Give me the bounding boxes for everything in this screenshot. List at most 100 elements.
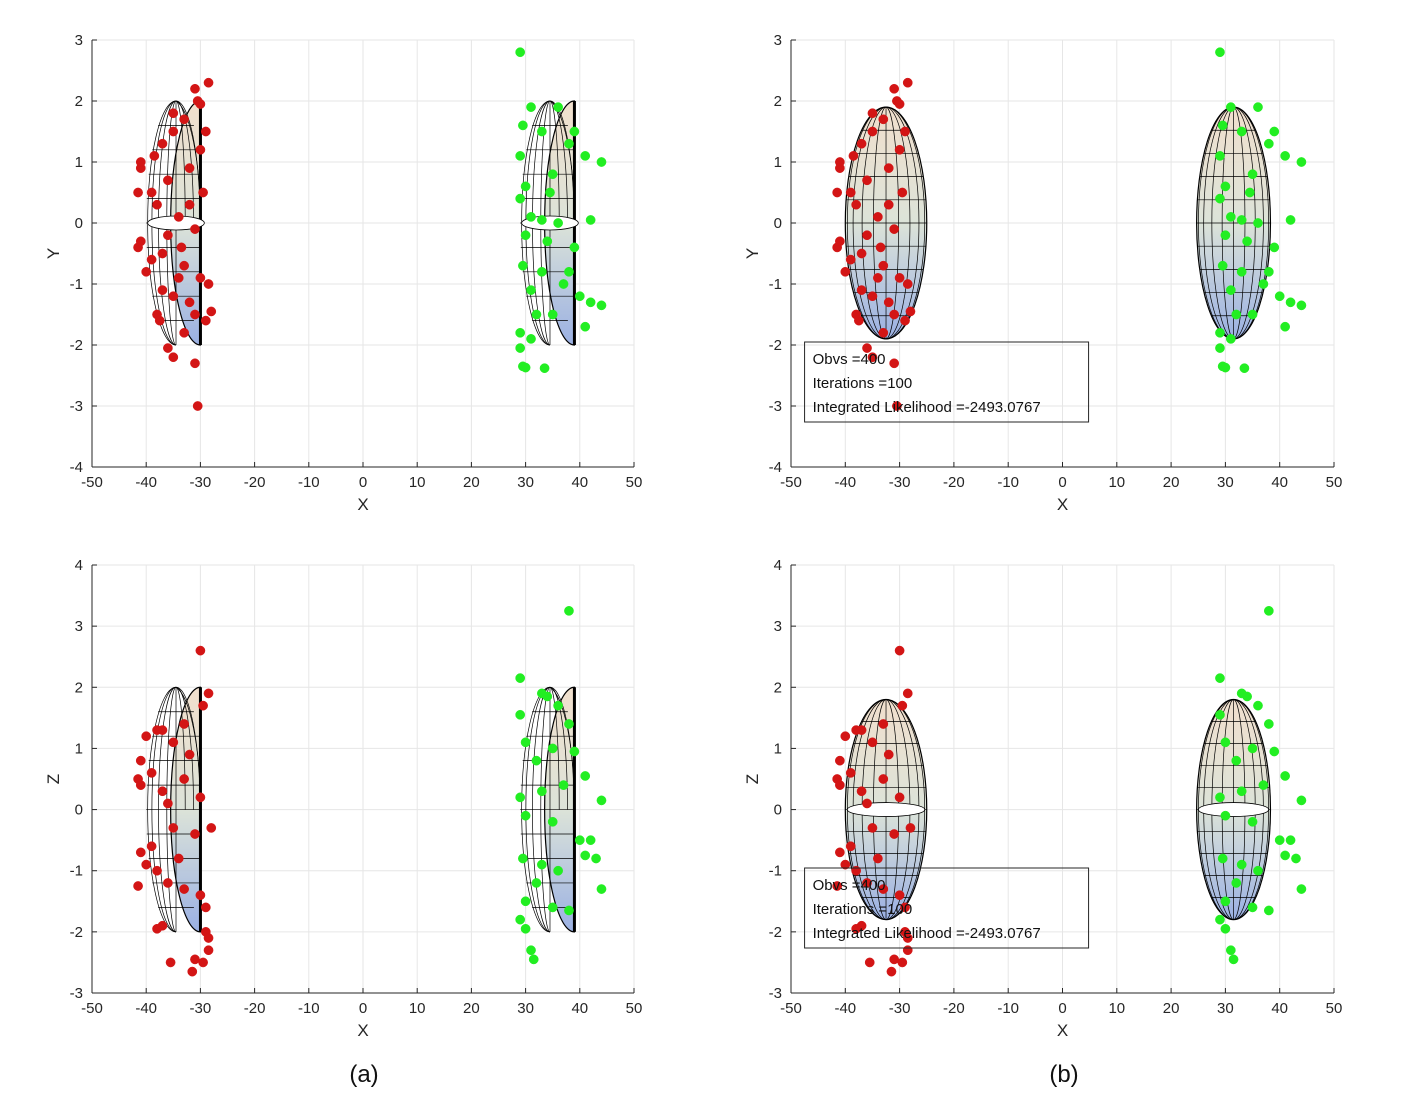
data-point: [1296, 157, 1307, 167]
ellipsoid-meridian: [175, 100, 194, 224]
data-point: [173, 853, 184, 864]
data-point: [889, 309, 900, 320]
data-point: [902, 77, 913, 88]
y-tick-label: 0: [774, 802, 782, 819]
data-point: [569, 242, 580, 253]
x-axis-label: X: [357, 495, 368, 514]
legend-entry: Obvs =400: [813, 877, 886, 894]
data-point: [152, 865, 162, 876]
data-point: [851, 865, 862, 876]
data-point: [1253, 218, 1263, 228]
data-point: [515, 193, 526, 204]
data-point: [531, 755, 542, 766]
data-point: [190, 224, 200, 234]
data-point: [176, 242, 187, 253]
data-point: [141, 266, 152, 277]
data-point: [1220, 896, 1231, 907]
y-tick-label: 2: [774, 679, 782, 696]
data-point: [1296, 795, 1307, 806]
data-point: [569, 746, 580, 757]
data-point: [873, 212, 883, 222]
x-tick-label: 40: [571, 474, 588, 491]
data-point: [179, 719, 189, 729]
data-point: [900, 315, 910, 326]
data-point: [1215, 47, 1225, 58]
data-point: [851, 725, 862, 735]
legend-border: [804, 341, 1090, 423]
data-point: [520, 810, 531, 821]
data-point: [1236, 859, 1247, 870]
data-point: [206, 823, 217, 833]
y-tick-label: -3: [70, 398, 83, 415]
data-point: [894, 99, 905, 109]
legend-entry: Iterations =100: [813, 375, 913, 392]
x-tick-label: 20: [463, 474, 480, 491]
data-point: [1247, 902, 1258, 913]
data-point: [1215, 327, 1225, 338]
legend-entry: Integrated Likelihood =-2493.0767: [813, 399, 1041, 416]
data-point: [1253, 700, 1263, 711]
panels: -50 -40 -30 -20 -10 0 10 20 30 40 50-4-3-2-10123XY…: [44, 32, 1342, 1040]
data-point: [1225, 212, 1236, 222]
data-point: [163, 878, 173, 888]
data-point: [553, 218, 563, 228]
x-tick-label: 50: [626, 1000, 643, 1017]
data-point: [537, 786, 547, 797]
data-point: [141, 731, 152, 742]
chart-b-bottom: -50 -40 -30 -20 -10 0 10 20 30 40 50-3-2-101234XZO…: [743, 557, 1342, 1040]
data-point: [862, 230, 872, 241]
x-tick-label: 0: [359, 1000, 367, 1017]
y-tick-label: 4: [75, 557, 83, 574]
series-1: [133, 645, 217, 977]
data-point: [580, 151, 591, 161]
series-2: [515, 47, 607, 374]
data-point: [526, 212, 536, 222]
y-tick-label: 1: [774, 740, 782, 757]
data-point: [564, 138, 574, 149]
data-point: [149, 151, 160, 161]
x-tick-label: -30: [889, 474, 911, 491]
data-point: [1217, 260, 1228, 271]
x-tick-label: -40: [135, 474, 157, 491]
data-point: [520, 896, 531, 907]
data-point: [902, 945, 913, 956]
x-tick-label: 10: [1108, 474, 1125, 491]
data-point: [900, 126, 910, 137]
data-point: [518, 853, 528, 864]
y-tick-label: -4: [70, 459, 83, 476]
data-point: [596, 884, 607, 894]
data-point: [515, 673, 526, 683]
data-point: [564, 719, 574, 729]
x-tick-label: 10: [1108, 1000, 1125, 1017]
data-point: [889, 954, 900, 965]
x-tick-label: 30: [517, 1000, 534, 1017]
data-point: [1280, 771, 1290, 781]
data-point: [200, 902, 211, 913]
data-point: [585, 297, 596, 308]
data-point: [1225, 945, 1236, 956]
data-point: [875, 242, 886, 253]
data-point: [596, 300, 607, 311]
data-point: [894, 890, 905, 901]
data-point: [856, 138, 867, 149]
ellipsoid-meridian: [549, 100, 560, 224]
ellipsoid-meridian: [549, 100, 568, 224]
data-point: [553, 865, 563, 876]
data-point: [902, 688, 913, 699]
legend-box: Obvs =400 Iterations =100 Integrated Likel…: [804, 341, 1090, 423]
chart-b-top: -50 -40 -30 -20 -10 0 10 20 30 40 50-4-3-2-10123XY…: [743, 32, 1342, 514]
data-point: [905, 306, 916, 317]
data-point: [564, 606, 574, 616]
data-point: [878, 774, 889, 784]
data-point: [856, 285, 867, 295]
data-point: [531, 878, 542, 888]
x-axis-label: X: [357, 1021, 368, 1040]
x-tick-label: -10: [298, 1000, 320, 1017]
data-point: [1225, 285, 1236, 295]
x-tick-label: -20: [244, 1000, 266, 1017]
data-point: [851, 199, 862, 210]
data-point: [526, 945, 536, 956]
data-point: [135, 780, 146, 790]
data-point: [526, 285, 536, 295]
data-point: [547, 309, 558, 320]
